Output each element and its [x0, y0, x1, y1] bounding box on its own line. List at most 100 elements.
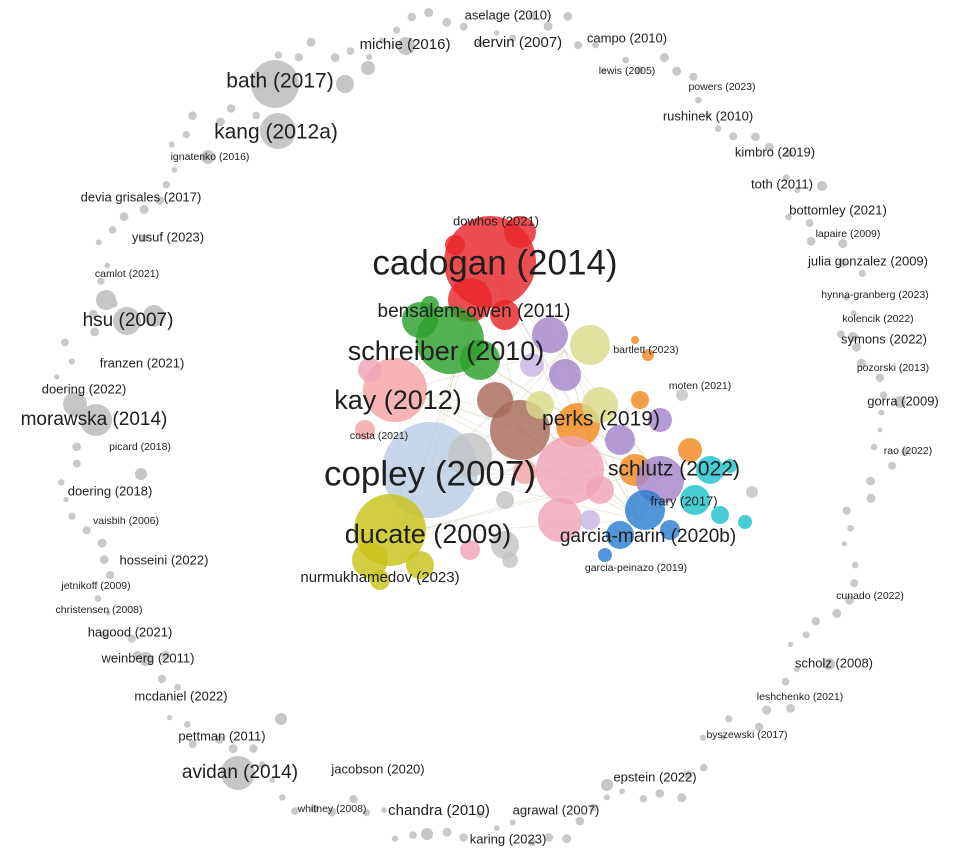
- node-cyan[interactable]: [723, 459, 737, 473]
- ring-node[interactable]: [575, 816, 585, 826]
- ring-node[interactable]: [249, 744, 258, 753]
- node-grey[interactable]: [397, 37, 415, 55]
- node-cyan[interactable]: [711, 506, 729, 524]
- ring-node[interactable]: [762, 705, 772, 715]
- node-label[interactable]: doering (2022): [42, 381, 127, 396]
- node-blue[interactable]: [598, 548, 612, 562]
- ring-node[interactable]: [171, 167, 178, 173]
- node-label[interactable]: costa (2021): [350, 430, 408, 442]
- ring-node[interactable]: [793, 665, 800, 673]
- ring-node[interactable]: [88, 309, 98, 319]
- ring-node[interactable]: [258, 761, 266, 769]
- ring-node[interactable]: [866, 493, 876, 503]
- node-grey[interactable]: [251, 60, 299, 108]
- ring-node[interactable]: [850, 310, 857, 317]
- node-purple[interactable]: [532, 317, 568, 353]
- ring-node[interactable]: [279, 794, 286, 801]
- node-label[interactable]: ignatenko (2016): [171, 151, 250, 163]
- node-khaki[interactable]: [570, 325, 610, 365]
- ring-node[interactable]: [699, 734, 706, 741]
- ring-node[interactable]: [182, 130, 190, 139]
- ring-node[interactable]: [162, 181, 171, 189]
- ring-node[interactable]: [393, 26, 401, 34]
- ring-node[interactable]: [68, 512, 76, 520]
- node-label[interactable]: copley (2007): [324, 454, 536, 493]
- node-pink[interactable]: [586, 476, 614, 504]
- ring-node[interactable]: [188, 111, 197, 120]
- node-label[interactable]: jacobson (2020): [330, 761, 424, 776]
- ring-node[interactable]: [95, 239, 102, 246]
- node-grey[interactable]: [140, 234, 148, 242]
- ring-node[interactable]: [459, 22, 468, 31]
- node-label[interactable]: hsu (2007): [83, 310, 174, 331]
- node-label[interactable]: dowhos (2021): [453, 213, 539, 228]
- ring-node[interactable]: [802, 631, 810, 639]
- ring-node[interactable]: [63, 497, 69, 503]
- node-label[interactable]: yusuf (2023): [132, 229, 204, 244]
- ring-node[interactable]: [838, 258, 847, 268]
- node-label[interactable]: byszewski (2017): [706, 729, 787, 741]
- ring-node[interactable]: [215, 117, 225, 127]
- ring-node[interactable]: [459, 833, 468, 842]
- node-blue[interactable]: [606, 521, 634, 549]
- ring-node[interactable]: [695, 96, 702, 104]
- node-khaki[interactable]: [582, 387, 618, 423]
- node-label[interactable]: moten (2021): [669, 380, 731, 392]
- ring-node[interactable]: [689, 72, 698, 81]
- ring-node[interactable]: [157, 674, 166, 684]
- ring-node[interactable]: [877, 427, 883, 433]
- node-label[interactable]: michie (2016): [360, 36, 451, 53]
- node-label[interactable]: powers (2023): [688, 81, 755, 93]
- ring-node[interactable]: [672, 66, 682, 76]
- node-purple[interactable]: [549, 359, 581, 391]
- node-blue[interactable]: [660, 520, 680, 540]
- node-label[interactable]: devia grisales (2017): [81, 189, 202, 204]
- ring-node[interactable]: [105, 610, 111, 616]
- ring-node[interactable]: [806, 236, 816, 246]
- node-red[interactable]: [490, 300, 520, 330]
- node-yellow[interactable]: [352, 542, 388, 578]
- ring-node[interactable]: [346, 47, 355, 55]
- node-label[interactable]: gorra (2009): [867, 393, 939, 408]
- ring-node[interactable]: [544, 833, 554, 842]
- node-label[interactable]: avidan (2014): [182, 762, 298, 783]
- node-label[interactable]: jetnikoff (2009): [60, 580, 130, 592]
- ring-node[interactable]: [61, 338, 69, 347]
- ring-node[interactable]: [870, 443, 878, 451]
- node-grey[interactable]: [275, 713, 287, 725]
- ring-node[interactable]: [97, 538, 107, 548]
- node-yellow[interactable]: [370, 570, 390, 590]
- node-grey[interactable]: [502, 552, 518, 568]
- ring-node[interactable]: [841, 541, 847, 547]
- ring-node[interactable]: [409, 831, 417, 839]
- node-label[interactable]: picard (2018): [109, 441, 171, 453]
- node-grey[interactable]: [901, 448, 909, 456]
- node-orange[interactable]: [642, 349, 654, 361]
- node-label[interactable]: epstein (2022): [613, 769, 696, 784]
- ring-node[interactable]: [785, 213, 792, 221]
- node-label[interactable]: rushinek (2010): [663, 108, 753, 123]
- node-green[interactable]: [421, 296, 439, 314]
- node-label[interactable]: perks (2019): [542, 408, 660, 431]
- ring-node[interactable]: [751, 132, 760, 142]
- ring-node[interactable]: [720, 734, 726, 741]
- ring-node[interactable]: [836, 330, 845, 338]
- ring-node[interactable]: [226, 104, 236, 113]
- ring-node[interactable]: [330, 53, 340, 62]
- ring-node[interactable]: [700, 763, 708, 772]
- ring-node[interactable]: [781, 677, 790, 686]
- ring-node[interactable]: [100, 631, 108, 639]
- node-label[interactable]: kang (2012a): [214, 121, 338, 144]
- ring-node[interactable]: [705, 112, 711, 118]
- node-label[interactable]: scholz (2008): [795, 655, 873, 670]
- ring-node[interactable]: [349, 795, 358, 804]
- ring-node[interactable]: [509, 34, 517, 42]
- node-cyan[interactable]: [738, 515, 752, 529]
- node-label[interactable]: karing (2023): [470, 831, 547, 846]
- ring-node[interactable]: [563, 11, 573, 21]
- node-grey[interactable]: [361, 61, 375, 75]
- ring-node[interactable]: [494, 30, 500, 36]
- ring-node[interactable]: [476, 810, 484, 818]
- ring-node[interactable]: [362, 809, 371, 817]
